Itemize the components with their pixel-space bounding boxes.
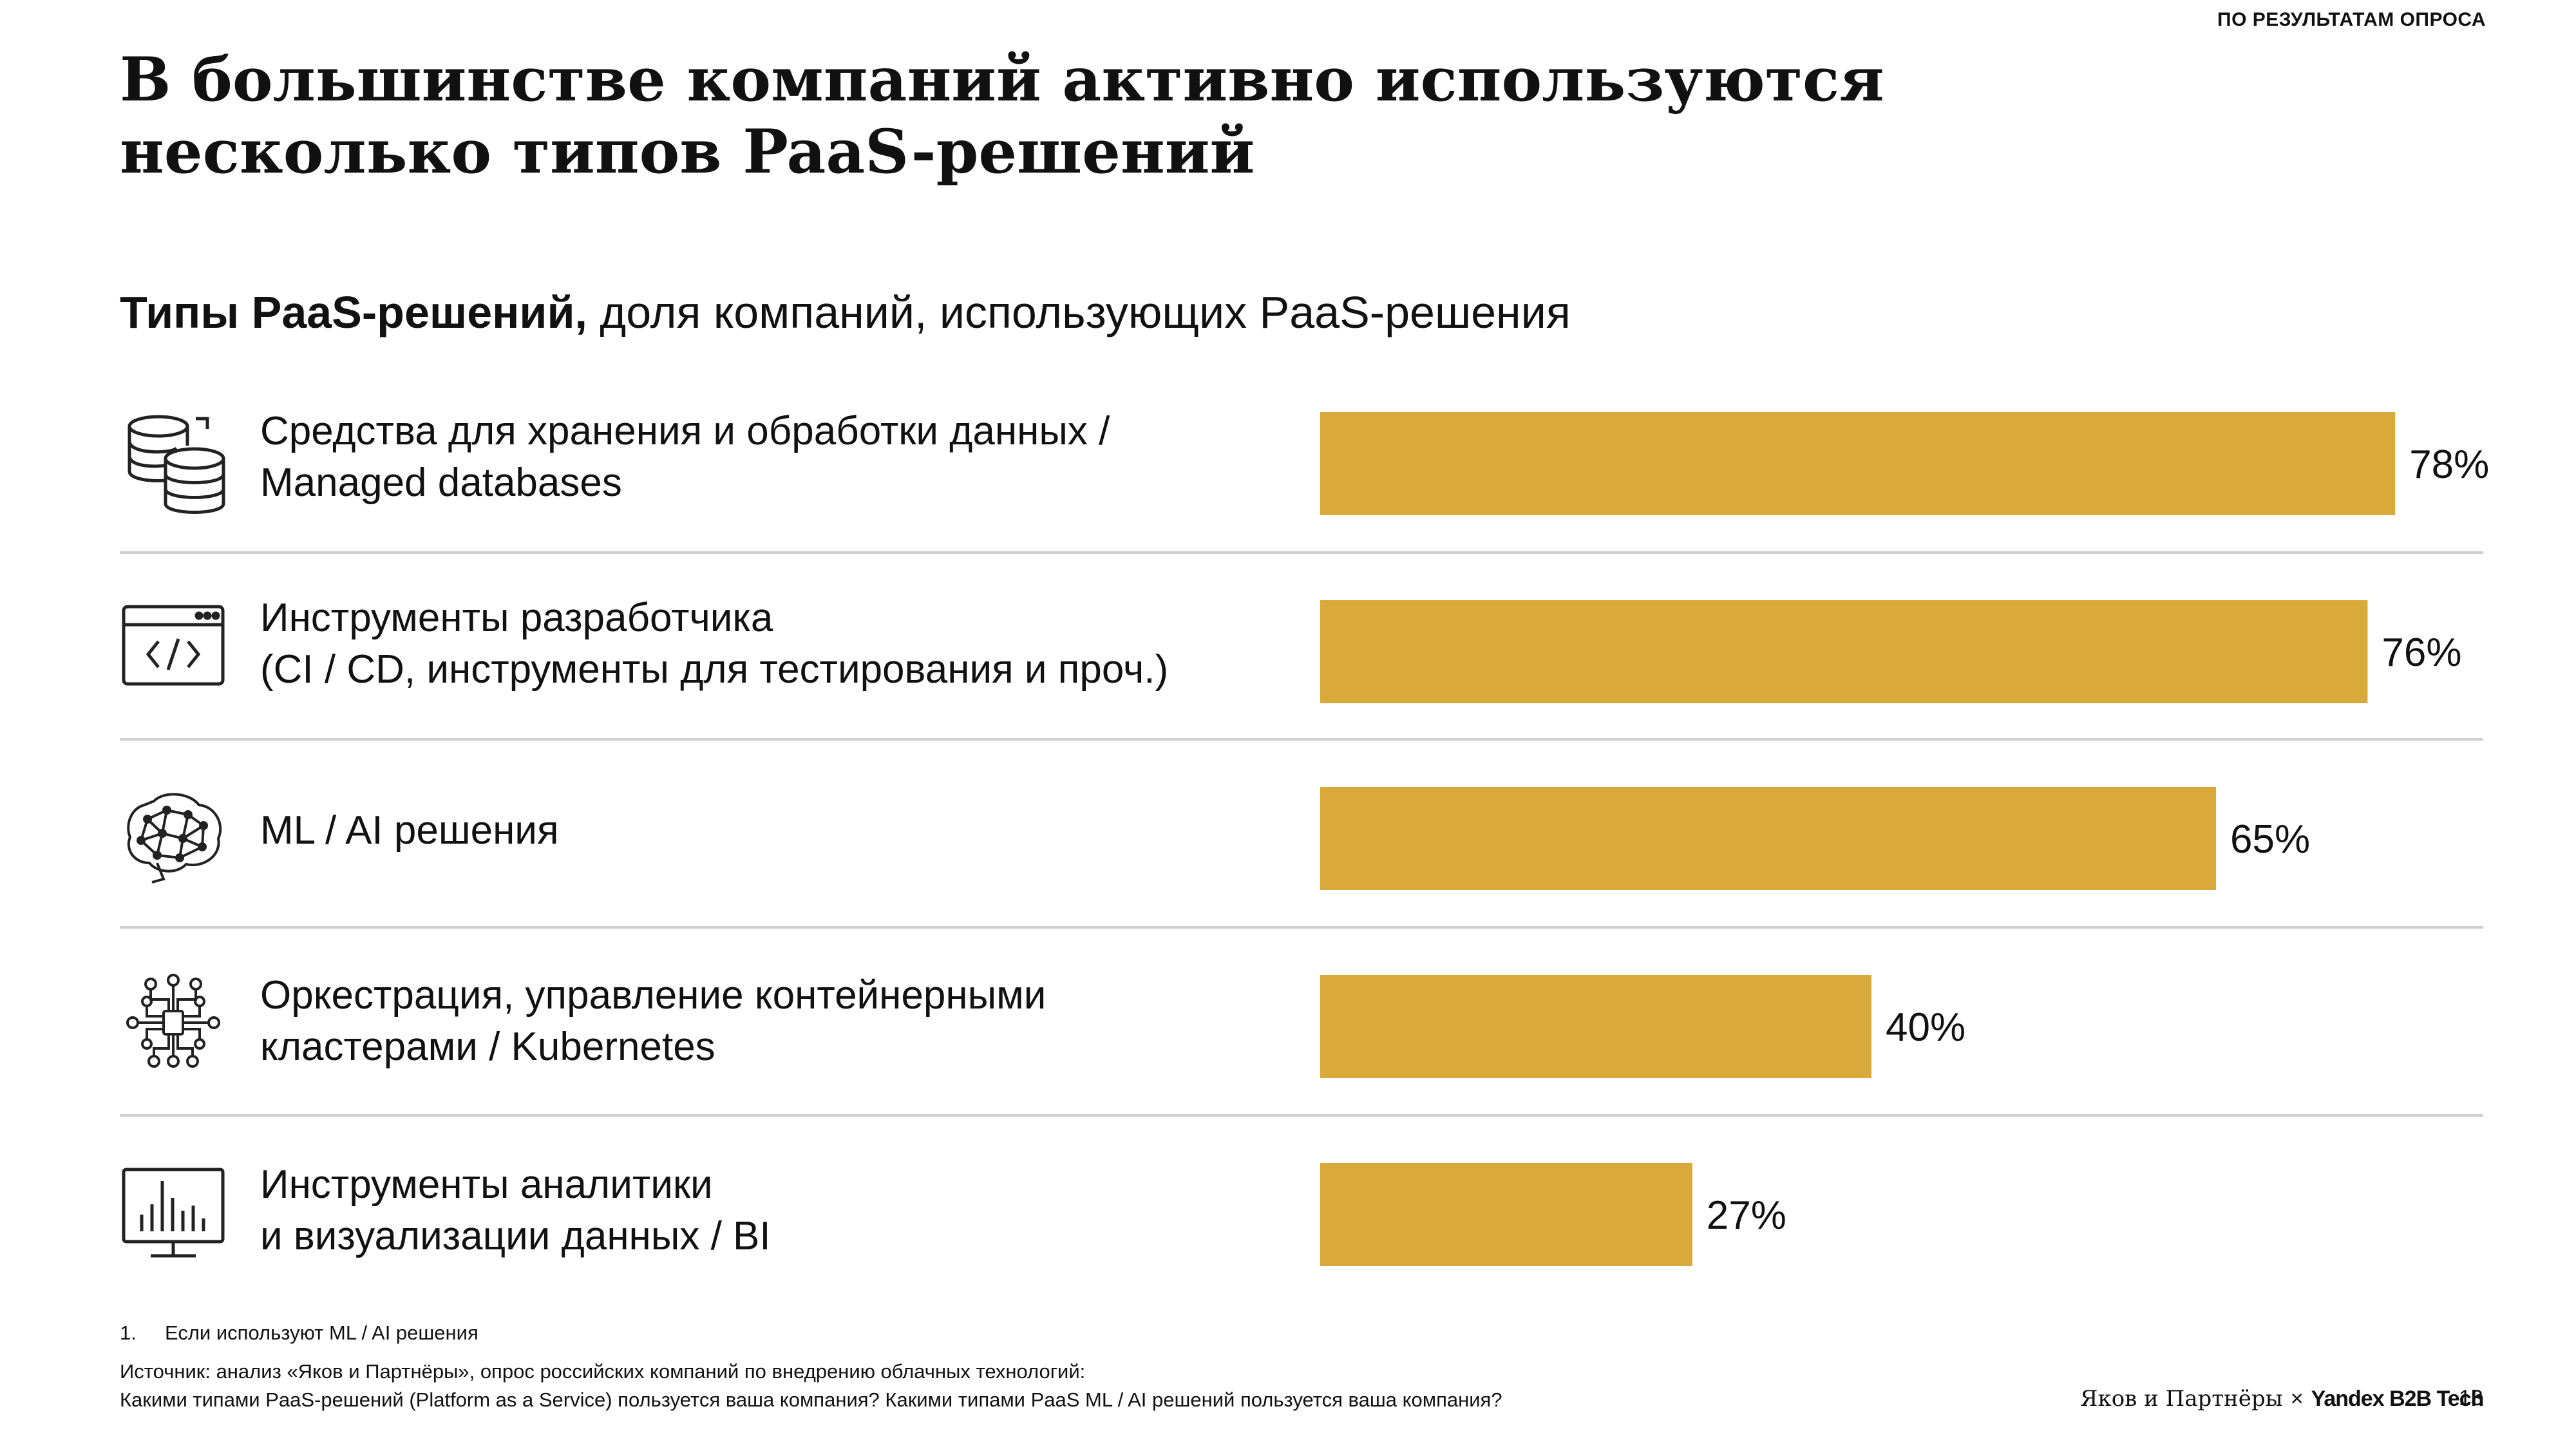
row-divider: [120, 551, 2483, 554]
bar-value-label-3: 65%: [2230, 817, 2310, 862]
bar-2: [1320, 600, 2368, 703]
bar-value-label-2: 76%: [2382, 630, 2461, 675]
row-divider: [120, 1114, 2483, 1117]
code-window-icon: [118, 592, 228, 702]
footer-logos: Яков и Партнёры × Yandex B2B Tech: [2080, 1386, 2485, 1412]
database-icon: [118, 406, 228, 515]
title-line-2: несколько типов PaaS-решений: [120, 117, 1255, 187]
bar-value-label-4: 40%: [1886, 1005, 1965, 1050]
footnote: 1. Если используют ML / AI решения: [120, 1321, 478, 1344]
bar-monitor-icon: [118, 1159, 228, 1269]
chart-subtitle: Типы PaaS-решений, доля компаний, исполь…: [120, 283, 1571, 341]
category-label-managed-databases: Средства для хранения и обработки данных…: [260, 409, 1110, 505]
logo-yakov-partners: Яков и Партнёры: [2080, 1386, 2283, 1412]
category-label-ml-ai: ML / AI решения: [260, 808, 559, 853]
source-note: Источник: анализ «Яков и Партнёры», опро…: [120, 1360, 1502, 1411]
bar-4: [1320, 975, 1871, 1078]
logo-yandex-b2b-tech: Yandex B2B Tech: [2311, 1387, 2485, 1411]
bar-1: [1320, 412, 2396, 515]
row-divider: [120, 738, 2483, 741]
bar-5: [1320, 1163, 1692, 1266]
bar-value-label-1: 78%: [2409, 442, 2489, 487]
category-label-dev-tools: Инструменты разработчика (CI / CD, инстр…: [260, 596, 1169, 692]
page-number: 13: [2459, 1386, 2483, 1410]
logo-separator: ×: [2290, 1387, 2304, 1411]
category-label-bi: Инструменты аналитики и визуализации дан…: [260, 1162, 771, 1258]
bar-value-label-5: 27%: [1707, 1193, 1786, 1238]
title-line-1: В большинстве компаний активно использую…: [120, 44, 1884, 115]
subtitle-regular: доля компаний, использующих PaaS-решения: [587, 287, 1571, 337]
row-divider: [120, 926, 2483, 929]
bar-3: [1320, 787, 2216, 890]
subtitle-bold: Типы PaaS-решений,: [120, 287, 587, 337]
report-tag: ПО РЕЗУЛЬТАТАМ ОПРОСА: [2217, 9, 2486, 30]
circuit-chip-icon: [118, 966, 228, 1075]
category-label-kubernetes: Оркестрация, управление контейнерными кл…: [260, 973, 1046, 1069]
brain-network-icon: [118, 779, 228, 889]
page-title: В большинстве компаний активно использую…: [120, 44, 1923, 188]
